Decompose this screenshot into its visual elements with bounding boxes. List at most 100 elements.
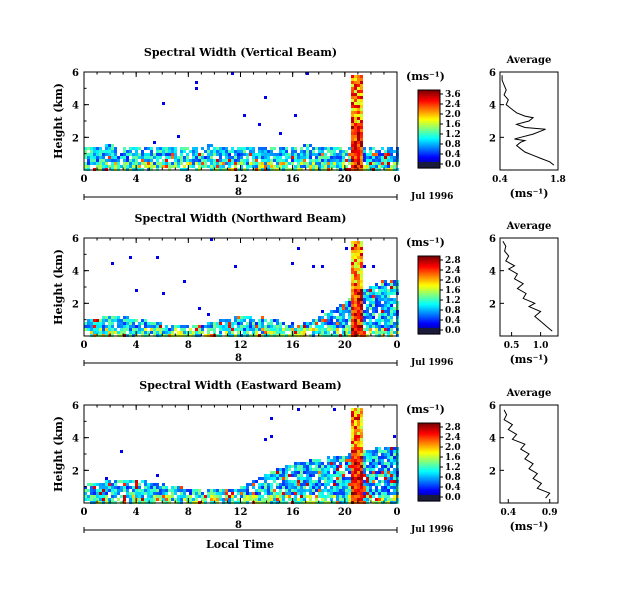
heatmap-cell — [258, 325, 261, 328]
heatmap-cell — [279, 474, 282, 477]
heatmap-cell — [324, 328, 327, 331]
heatmap-cell — [363, 453, 366, 456]
heatmap-cell — [348, 495, 351, 498]
colorbar-segment — [418, 432, 440, 436]
heatmap-cell — [357, 417, 360, 420]
heatmap-cell — [213, 322, 216, 325]
heatmap-cell — [225, 322, 228, 325]
heatmap-cell — [129, 319, 132, 322]
heatmap-cell — [378, 153, 381, 156]
panel-title: Spectral Width (Northward Beam) — [135, 212, 347, 225]
heatmap-cell — [387, 162, 390, 165]
heatmap-cell — [300, 468, 303, 471]
heatmap-cell — [216, 159, 219, 162]
heatmap-cell — [381, 465, 384, 468]
heatmap-cell — [366, 456, 369, 459]
colorbar-segment — [418, 277, 440, 280]
heatmap-cell — [297, 247, 300, 250]
day-label: 8 — [235, 353, 242, 364]
heatmap-cell — [306, 483, 309, 486]
heatmap-cell — [135, 492, 138, 495]
heatmap-cell — [249, 483, 252, 486]
heatmap-cell — [204, 162, 207, 165]
heatmap-cell — [360, 253, 363, 256]
heatmap-cell — [360, 277, 363, 280]
heatmap-cell — [387, 465, 390, 468]
heatmap-cell — [345, 153, 348, 156]
heatmap-cell — [198, 159, 201, 162]
colorbar-segment — [418, 125, 440, 128]
heatmap-cell — [372, 331, 375, 334]
heatmap-cell — [315, 165, 318, 168]
heatmap-cell — [378, 298, 381, 301]
heatmap-cell — [90, 486, 93, 489]
heatmap-cell — [183, 328, 186, 331]
heatmap-cell — [342, 483, 345, 486]
heatmap-cell — [294, 498, 297, 501]
heatmap-cell — [156, 165, 159, 168]
heatmap-cell — [294, 150, 297, 153]
heatmap-cell — [378, 450, 381, 453]
heatmap-cell — [390, 498, 393, 501]
heatmap-cell — [246, 322, 249, 325]
heatmap-cell — [180, 495, 183, 498]
heatmap-cell — [192, 153, 195, 156]
heatmap-cell — [270, 489, 273, 492]
heatmap-cell — [351, 78, 354, 81]
heatmap-cell — [390, 447, 393, 450]
heatmap-cell — [354, 159, 357, 162]
heatmap-cell — [360, 307, 363, 310]
x-tick-label: 12 — [234, 340, 248, 351]
profile-title: Average — [506, 221, 552, 232]
heatmap-cell — [105, 483, 108, 486]
heatmap-cell — [261, 165, 264, 168]
heatmap-cell — [345, 489, 348, 492]
heatmap-cell — [375, 483, 378, 486]
heatmap-cell — [351, 262, 354, 265]
colorbar-tick-label: 1.6 — [445, 286, 461, 296]
heatmap-cell — [270, 492, 273, 495]
heatmap-cell — [336, 471, 339, 474]
heatmap-cell — [333, 486, 336, 489]
heatmap-cell — [120, 495, 123, 498]
heatmap-cell — [369, 301, 372, 304]
heatmap-cell — [159, 325, 162, 328]
heatmap-cell — [348, 298, 351, 301]
heatmap-cell — [177, 489, 180, 492]
heatmap-cell — [354, 102, 357, 105]
colorbar-label: (ms⁻¹) — [406, 403, 445, 416]
heatmap-cell — [360, 456, 363, 459]
heatmap-cell — [321, 328, 324, 331]
heatmap-cell — [351, 444, 354, 447]
heatmap-cell — [198, 153, 201, 156]
heatmap-cell — [354, 453, 357, 456]
colorbar-segment — [418, 130, 440, 134]
heatmap-cell — [318, 486, 321, 489]
heatmap-cell — [195, 150, 198, 153]
heatmap-cell — [366, 156, 369, 159]
heatmap-cell — [105, 492, 108, 495]
heatmap-cell — [153, 495, 156, 498]
heatmap-cell — [345, 462, 348, 465]
heatmap-cell — [165, 156, 168, 159]
heatmap-cell — [120, 165, 123, 168]
heatmap-cell — [309, 165, 312, 168]
colorbar-tick-label: 1.2 — [445, 130, 461, 140]
heatmap-cell — [105, 331, 108, 334]
heatmap-cell — [102, 322, 105, 325]
heatmap-cell — [351, 75, 354, 78]
heatmap-cell — [378, 498, 381, 501]
heatmap-cell — [360, 265, 363, 268]
heatmap-cell — [357, 256, 360, 259]
heatmap-cell — [360, 162, 363, 165]
heatmap-cell — [159, 495, 162, 498]
heatmap-cell — [318, 150, 321, 153]
heatmap-cell — [321, 462, 324, 465]
heatmap-cell — [372, 465, 375, 468]
heatmap-cell — [321, 489, 324, 492]
heatmap-cell — [150, 159, 153, 162]
heatmap-cell — [216, 150, 219, 153]
heatmap-cell — [288, 156, 291, 159]
heatmap-cell — [243, 489, 246, 492]
heatmap-cell — [336, 483, 339, 486]
